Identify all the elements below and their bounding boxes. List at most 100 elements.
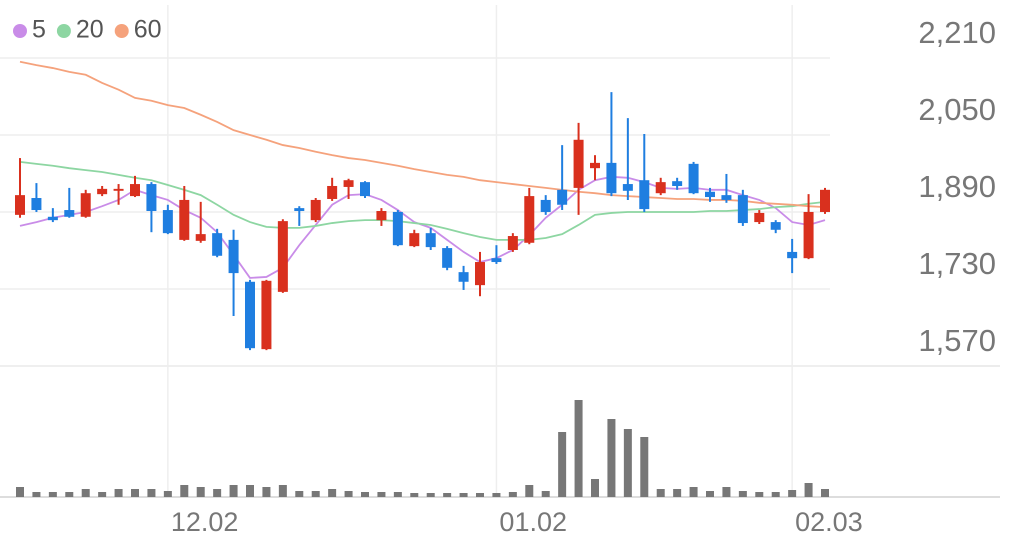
volume-bar bbox=[16, 487, 24, 497]
volume-bar bbox=[673, 489, 682, 497]
candle-body bbox=[491, 258, 502, 263]
candle-body bbox=[376, 211, 387, 221]
candle-body bbox=[672, 181, 683, 186]
y-tick-label: 2,050 bbox=[918, 92, 996, 127]
candle-body bbox=[360, 182, 370, 197]
legend-marker bbox=[114, 24, 129, 38]
candle-body bbox=[261, 280, 272, 350]
volume-bar bbox=[246, 485, 254, 497]
volume-bar bbox=[147, 489, 156, 497]
candle-body bbox=[540, 199, 551, 212]
volume-bar bbox=[640, 437, 649, 497]
volume-bar bbox=[410, 493, 419, 497]
volume-bar bbox=[574, 400, 583, 497]
volume-bar bbox=[771, 492, 780, 497]
volume-bar bbox=[788, 490, 797, 497]
volume-bar bbox=[213, 489, 222, 497]
legend-marker bbox=[56, 24, 71, 38]
candle-body bbox=[803, 211, 814, 259]
candle-body bbox=[327, 185, 338, 199]
volume-bar bbox=[607, 419, 616, 497]
legend-label: 20 bbox=[76, 16, 104, 44]
volume-bar bbox=[558, 432, 567, 497]
x-tick-label: 01.02 bbox=[499, 507, 567, 537]
x-tick-label: 02.03 bbox=[795, 507, 863, 537]
volume-bar bbox=[821, 489, 829, 497]
candle-body bbox=[475, 262, 485, 286]
volume-bar bbox=[361, 492, 369, 497]
candle-body bbox=[195, 234, 206, 241]
candle-body bbox=[524, 196, 535, 243]
candle-body bbox=[392, 211, 403, 246]
candle-body bbox=[573, 139, 584, 188]
candle-body bbox=[64, 210, 75, 217]
volume-bar bbox=[180, 485, 189, 497]
candle-body bbox=[245, 281, 255, 349]
candle-body bbox=[590, 162, 600, 169]
candle-body bbox=[277, 221, 288, 292]
candle-body bbox=[409, 233, 420, 247]
volume-bar bbox=[81, 489, 90, 497]
candle-body bbox=[622, 184, 633, 191]
volume-bar bbox=[393, 492, 402, 497]
candle-body bbox=[737, 195, 748, 224]
volume-bar bbox=[328, 489, 337, 497]
ma-line bbox=[19, 60, 826, 209]
candle-body bbox=[310, 199, 321, 221]
volume-bar bbox=[591, 479, 599, 497]
volume-bar bbox=[262, 487, 271, 497]
volume-bar bbox=[48, 492, 57, 497]
volume-bar bbox=[706, 491, 714, 497]
volume-bar bbox=[131, 489, 139, 497]
candle-body bbox=[606, 162, 617, 194]
legend-label: 60 bbox=[134, 16, 162, 44]
candle-body bbox=[425, 233, 436, 248]
volume-bar bbox=[443, 493, 452, 497]
candle-body bbox=[688, 163, 699, 194]
candle-body bbox=[228, 239, 239, 274]
volume-bar bbox=[508, 492, 517, 497]
volume-bar bbox=[295, 491, 304, 497]
legend-marker bbox=[13, 24, 27, 38]
candle-body bbox=[212, 233, 223, 256]
volume-bar bbox=[98, 492, 107, 497]
volume-bar bbox=[755, 492, 764, 497]
volume-bar bbox=[689, 487, 698, 497]
volume-bar bbox=[377, 492, 386, 497]
candle-body bbox=[179, 199, 190, 240]
volume-bar bbox=[541, 491, 550, 497]
volume-bar bbox=[492, 493, 501, 497]
candle-body bbox=[458, 272, 469, 282]
candle-body bbox=[507, 236, 518, 250]
candle-body bbox=[146, 184, 157, 212]
volume-bar bbox=[525, 485, 534, 497]
ma-line bbox=[19, 161, 826, 241]
x-tick-label: 12.02 bbox=[171, 507, 239, 537]
candle-body bbox=[80, 193, 91, 217]
volume-bar bbox=[476, 493, 484, 497]
candle-body bbox=[442, 248, 453, 268]
volume-bar bbox=[344, 491, 353, 497]
volume-bar bbox=[278, 485, 287, 497]
candle-body bbox=[130, 184, 140, 197]
volume-bar bbox=[229, 485, 238, 497]
volume-bar bbox=[196, 487, 205, 497]
candle-body bbox=[31, 198, 42, 211]
y-tick-label: 2,210 bbox=[918, 15, 996, 50]
y-tick-label: 1,570 bbox=[918, 323, 996, 358]
candle-body bbox=[47, 216, 58, 221]
candle-body bbox=[113, 188, 124, 191]
candle-body bbox=[787, 251, 798, 259]
volume-bar bbox=[114, 489, 123, 497]
candle-body bbox=[655, 182, 666, 194]
candle-body bbox=[97, 188, 108, 195]
volume-bar bbox=[163, 491, 172, 497]
candle-body bbox=[770, 222, 781, 230]
y-tick-label: 1,890 bbox=[918, 169, 996, 204]
candle-body bbox=[557, 189, 568, 205]
volume-bar bbox=[311, 491, 320, 497]
volume-bar bbox=[738, 491, 747, 497]
candle-body bbox=[754, 212, 765, 223]
